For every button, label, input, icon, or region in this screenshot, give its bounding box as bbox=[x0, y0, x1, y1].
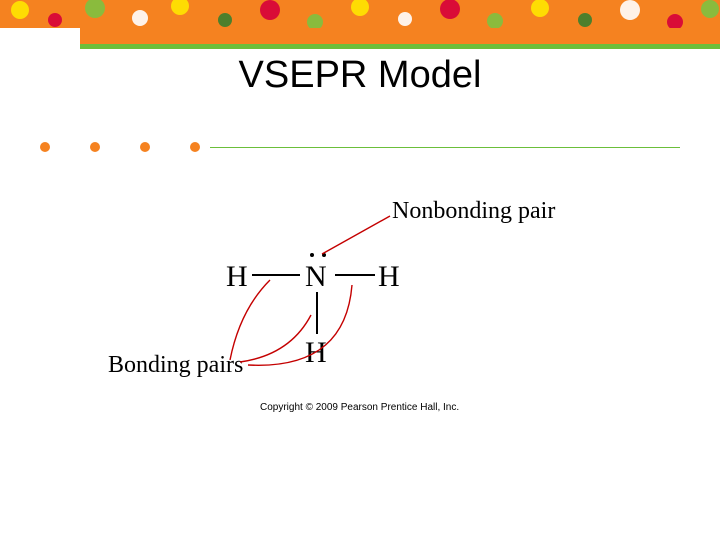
bullet-dot bbox=[90, 142, 100, 152]
slide-top-banner bbox=[0, 0, 720, 28]
bullet-dot bbox=[140, 142, 150, 152]
vsepr-diagram: H N H H Nonbonding pair Bonding pairs Co… bbox=[90, 180, 630, 440]
copyright-text: Copyright © 2009 Pearson Prentice Hall, … bbox=[260, 402, 459, 413]
green-strip bbox=[80, 44, 720, 49]
bullet-row bbox=[40, 138, 680, 158]
bullet-line bbox=[210, 147, 680, 148]
pointer-lines bbox=[90, 180, 630, 440]
orange-strip bbox=[80, 28, 720, 44]
slide-title: VSEPR Model bbox=[0, 54, 720, 97]
bullet-dot bbox=[40, 142, 50, 152]
bullet-dot bbox=[190, 142, 200, 152]
